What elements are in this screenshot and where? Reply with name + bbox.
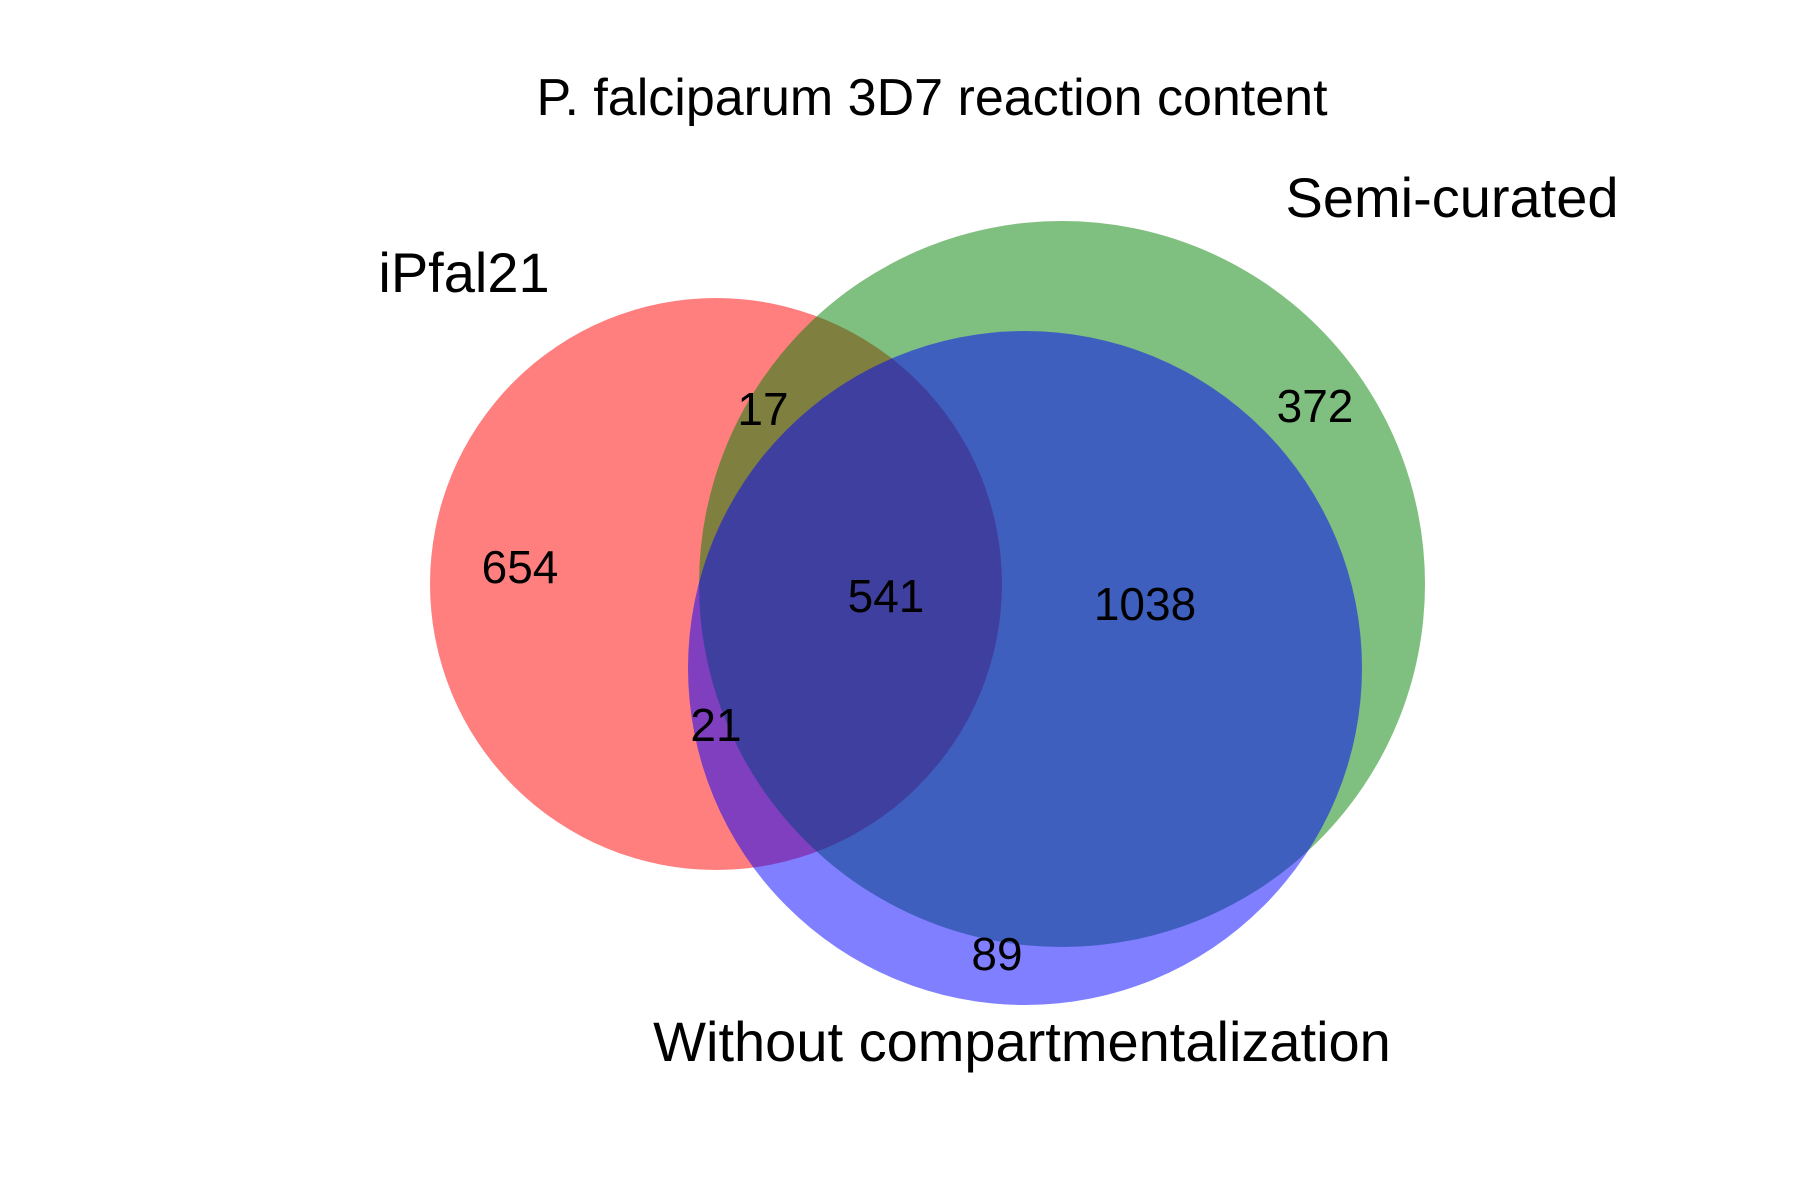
region-count-ipfal21-only: 654 — [482, 541, 559, 593]
region-count-without-only: 89 — [971, 928, 1022, 980]
circle-without-compartmentalization — [688, 331, 1362, 1005]
region-count-semi-curated-only: 372 — [1277, 380, 1354, 432]
region-count-ipfal21-semi-curated: 17 — [737, 383, 788, 435]
set-label-without-compartmentalization: Without compartmentalization — [653, 1010, 1391, 1073]
set-label-ipfal21: iPfal21 — [378, 241, 549, 304]
venn-circles — [430, 221, 1425, 1005]
region-count-all-three: 541 — [848, 570, 925, 622]
set-label-semi-curated: Semi-curated — [1285, 166, 1618, 229]
region-count-semi-curated-without: 1038 — [1094, 578, 1196, 630]
diagram-title: P. falciparum 3D7 reaction content — [536, 69, 1328, 127]
region-count-ipfal21-without: 21 — [690, 699, 741, 751]
